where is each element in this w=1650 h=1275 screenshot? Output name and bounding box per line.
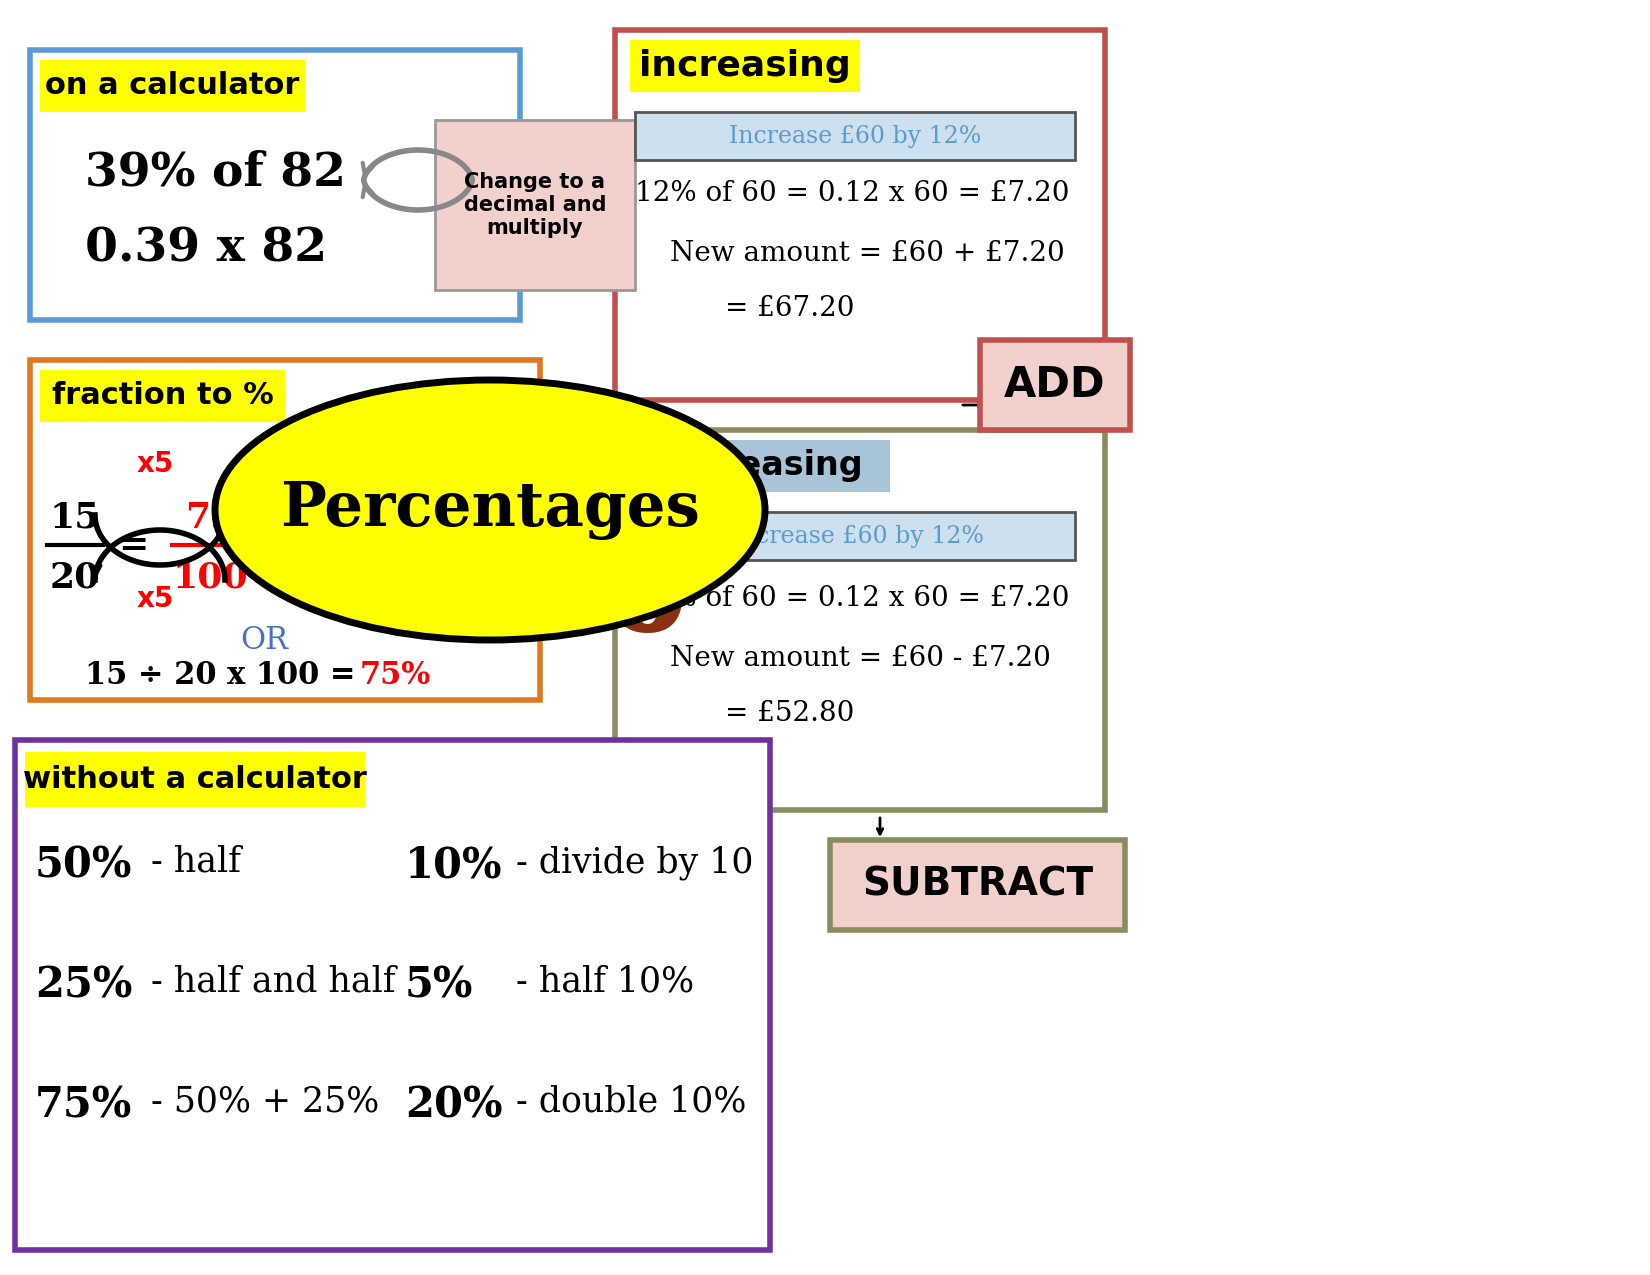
Text: - double 10%: - double 10% xyxy=(505,1085,746,1119)
Text: OR: OR xyxy=(239,625,289,657)
Text: ADD: ADD xyxy=(1005,363,1106,405)
FancyBboxPatch shape xyxy=(15,740,771,1250)
Text: 25%: 25% xyxy=(35,965,132,1007)
Text: 75%: 75% xyxy=(35,1085,132,1127)
Text: x5: x5 xyxy=(137,585,173,613)
FancyBboxPatch shape xyxy=(635,513,1076,560)
Ellipse shape xyxy=(214,380,766,640)
Text: = £67.20: = £67.20 xyxy=(724,295,855,323)
Text: New amount = £60 - £7.20: New amount = £60 - £7.20 xyxy=(670,645,1051,672)
FancyBboxPatch shape xyxy=(40,370,285,422)
Text: 12% of 60 = 0.12 x 60 = £7.20: 12% of 60 = 0.12 x 60 = £7.20 xyxy=(635,180,1069,207)
FancyBboxPatch shape xyxy=(436,120,635,289)
Text: Change to a
decimal and
multiply: Change to a decimal and multiply xyxy=(464,172,606,238)
Text: 75: 75 xyxy=(185,501,236,536)
Text: 15 ÷ 20 x 100 =: 15 ÷ 20 x 100 = xyxy=(86,660,366,691)
Text: 10%: 10% xyxy=(404,845,503,887)
Text: 39% of 82: 39% of 82 xyxy=(86,150,346,196)
Text: New amount = £60 + £7.20: New amount = £60 + £7.20 xyxy=(670,240,1064,266)
FancyBboxPatch shape xyxy=(25,752,365,807)
Text: = 75%: = 75% xyxy=(271,528,398,562)
Text: 15: 15 xyxy=(50,501,101,536)
Text: = £52.80: = £52.80 xyxy=(724,700,855,727)
FancyBboxPatch shape xyxy=(40,60,305,112)
Text: 75%: 75% xyxy=(360,660,431,691)
FancyBboxPatch shape xyxy=(615,31,1106,400)
Text: 12% of 60 = 0.12 x 60 = £7.20: 12% of 60 = 0.12 x 60 = £7.20 xyxy=(635,585,1069,612)
Text: 0.39 x 82: 0.39 x 82 xyxy=(86,224,327,272)
Text: - divide by 10: - divide by 10 xyxy=(505,845,754,880)
Text: decreasing: decreasing xyxy=(657,450,863,482)
FancyBboxPatch shape xyxy=(980,340,1130,430)
Text: - half 10%: - half 10% xyxy=(505,965,695,1000)
FancyBboxPatch shape xyxy=(30,50,520,320)
Text: Percentages: Percentages xyxy=(280,479,700,541)
FancyBboxPatch shape xyxy=(830,840,1125,929)
Text: Increase £60 by 12%: Increase £60 by 12% xyxy=(729,125,982,148)
FancyBboxPatch shape xyxy=(630,40,860,92)
Text: x5: x5 xyxy=(137,450,173,478)
Text: without a calculator: without a calculator xyxy=(23,765,366,794)
Text: 100: 100 xyxy=(172,560,248,594)
Text: - 50% + 25%: - 50% + 25% xyxy=(140,1085,380,1119)
Text: 50%: 50% xyxy=(35,845,132,887)
Text: 5%: 5% xyxy=(404,965,474,1007)
Text: fraction to %: fraction to % xyxy=(51,381,274,411)
Text: 20%: 20% xyxy=(404,1085,503,1127)
Text: %: % xyxy=(515,492,686,668)
Text: on a calculator: on a calculator xyxy=(45,71,300,101)
FancyBboxPatch shape xyxy=(630,440,889,492)
Text: - half and half: - half and half xyxy=(140,965,396,1000)
Text: =: = xyxy=(117,528,148,562)
FancyBboxPatch shape xyxy=(635,112,1076,159)
Text: - half: - half xyxy=(140,845,241,878)
Text: increasing: increasing xyxy=(639,48,851,83)
Text: SUBTRACT: SUBTRACT xyxy=(861,866,1092,904)
Text: 20: 20 xyxy=(50,560,101,594)
FancyBboxPatch shape xyxy=(30,360,540,700)
FancyBboxPatch shape xyxy=(615,430,1106,810)
Text: decrease £60 by 12%: decrease £60 by 12% xyxy=(726,524,983,547)
